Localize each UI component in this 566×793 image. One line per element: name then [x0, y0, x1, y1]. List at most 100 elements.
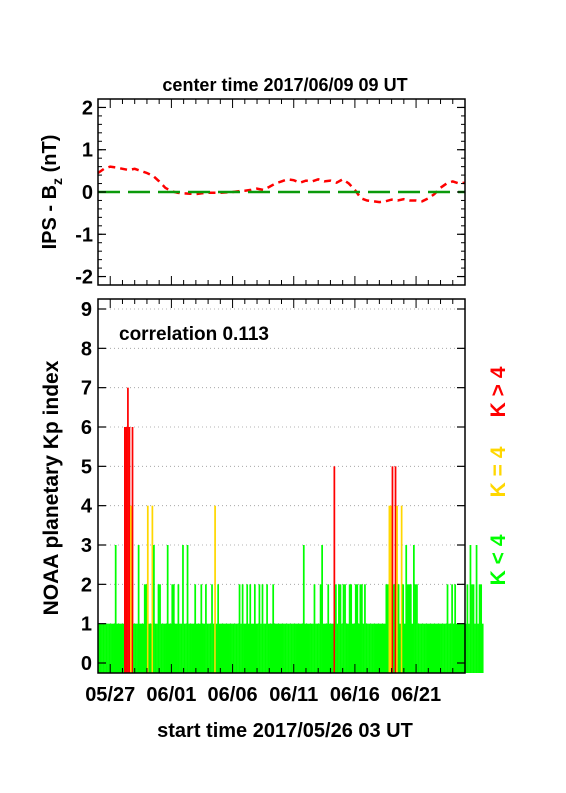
- kp-bar: [250, 623, 253, 673]
- kp-bar: [201, 623, 204, 673]
- kp-bar: [260, 623, 262, 673]
- kp-bar: [166, 545, 169, 673]
- kp-bar: [293, 623, 296, 673]
- kp-bar: [237, 623, 239, 673]
- kp-bar: [414, 584, 417, 673]
- kp-bar: [339, 584, 342, 673]
- kp-bar: [379, 623, 382, 673]
- top-y-axis-label-main: IPS - B: [39, 185, 61, 249]
- kp-legend-label: K > 4: [487, 366, 510, 417]
- kp-y-tick-label: 7: [81, 378, 92, 400]
- kp-bar: [397, 584, 400, 673]
- kp-x-tick-label: 06/06: [208, 684, 258, 706]
- kp-bar: [113, 623, 116, 673]
- kp-bar: [203, 623, 206, 673]
- kp-bar: [107, 623, 109, 673]
- kp-bar: [215, 623, 218, 673]
- kp-bar: [304, 623, 307, 673]
- kp-bar: [374, 623, 377, 673]
- kp-bar: [108, 623, 111, 673]
- kp-bar: [405, 545, 408, 673]
- kp-bar: [188, 623, 190, 673]
- kp-bar: [257, 623, 259, 673]
- kp-bar: [240, 623, 242, 673]
- kp-y-tick-label: 4: [81, 496, 93, 518]
- kp-bar: [290, 623, 293, 673]
- kp-bar: [437, 623, 440, 673]
- kp-bar: [295, 623, 297, 673]
- kp-bar: [376, 623, 379, 673]
- kp-bar: [122, 623, 125, 673]
- kp-bar: [145, 584, 148, 673]
- kp-x-tick-label: 06/11: [269, 684, 318, 706]
- kp-bar: [134, 623, 137, 673]
- kp-bar: [353, 623, 356, 673]
- kp-bar: [440, 623, 443, 673]
- kp-bar: [206, 623, 209, 673]
- kp-bar: [197, 623, 200, 673]
- kp-x-tick-label: 06/01: [146, 684, 196, 706]
- kp-bar: [351, 623, 354, 673]
- kp-bar: [168, 623, 171, 673]
- bottom-panel: 0 1 2 3 4 5 6 7 8 9 05/27 06/01 06/06 06/11 06/16 06/21…: [40, 298, 510, 742]
- kp-bar: [362, 623, 365, 673]
- kp-bar: [359, 584, 362, 673]
- kp-bar: [305, 623, 308, 673]
- kp-y-tick-label: 2: [81, 574, 92, 596]
- top-ticks: 2 1 0 -1 -2: [75, 97, 466, 289]
- kp-bar: [139, 623, 142, 673]
- kp-bar: [162, 623, 164, 673]
- kp-bar: [127, 387, 129, 673]
- kp-bar: [191, 623, 194, 673]
- kp-bar: [243, 623, 245, 673]
- kp-bar: [111, 623, 114, 673]
- kp-bar: [385, 584, 388, 673]
- kp-bar: [357, 623, 360, 673]
- kp-bar: [255, 623, 258, 673]
- kp-bar: [227, 623, 230, 673]
- kp-bar: [425, 623, 427, 673]
- kp-bar: [448, 623, 450, 673]
- kp-bar: [361, 584, 363, 673]
- kp-bar: [371, 623, 374, 673]
- kp-bar: [443, 623, 446, 673]
- top-chart-title: center time 2017/06/09 09 UT: [162, 75, 407, 95]
- kp-bar: [445, 623, 447, 673]
- kp-bar: [189, 623, 192, 673]
- kp-bar: [142, 623, 145, 673]
- kp-bar: [335, 584, 337, 673]
- kp-bar: [226, 623, 229, 673]
- kp-bar: [409, 584, 412, 673]
- kp-x-tick-label: 06/16: [330, 684, 380, 706]
- kp-bar: [267, 623, 270, 673]
- kp-bar: [247, 623, 250, 673]
- kp-bar: [413, 545, 415, 673]
- bottom-ticks: 0 1 2 3 4 5 6 7 8 9 05/27 06/01 06/06 06/11 06/16 06/21: [81, 299, 466, 706]
- kp-bar: [261, 584, 264, 673]
- kp-bar: [276, 623, 279, 673]
- kp-bar: [252, 623, 255, 673]
- kp-bar: [101, 623, 103, 673]
- kp-legend-label: K < 4: [487, 534, 510, 585]
- kp-bar: [218, 623, 221, 673]
- kp-bar: [205, 584, 207, 673]
- kp-bar: [217, 584, 220, 673]
- kp-bar: [377, 623, 380, 673]
- kp-bar: [284, 623, 287, 673]
- kp-bar: [446, 584, 449, 673]
- kp-bar: [165, 623, 168, 673]
- kp-x-tick-label: 06/21: [391, 684, 441, 706]
- kp-bar: [380, 623, 383, 673]
- kp-bar: [468, 623, 470, 673]
- kp-bar: [302, 545, 305, 673]
- kp-bar: [393, 584, 395, 673]
- kp-bar: [330, 623, 333, 673]
- kp-bar: [435, 623, 438, 673]
- kp-bar: [148, 623, 151, 673]
- kp-bar: [342, 584, 345, 673]
- kp-bar: [417, 623, 420, 673]
- kp-bar: [461, 623, 464, 673]
- kp-bar: [269, 623, 271, 673]
- kp-bar: [287, 623, 290, 673]
